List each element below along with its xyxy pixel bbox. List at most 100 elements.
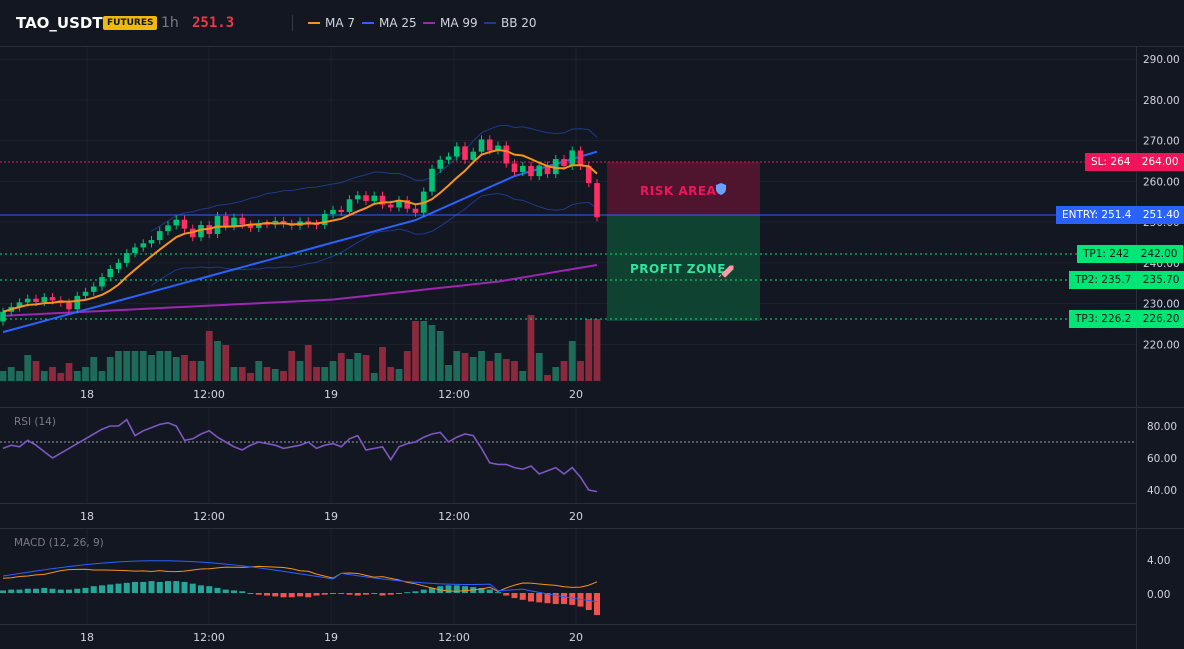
volume-bar-49 (403, 351, 411, 381)
macd-hist-bar-20 (165, 581, 171, 593)
macd-hist-bar-12 (99, 585, 105, 593)
volume-bar-23 (189, 361, 197, 381)
legend-ma25-label: MA 25 (379, 16, 417, 30)
macd-hist-bar-8 (66, 589, 72, 593)
profit-zone[interactable] (607, 215, 760, 321)
volume-bar-35 (288, 351, 296, 381)
shield-icon (716, 183, 726, 195)
volume-bar-53 (436, 331, 444, 381)
macd-hist-bar-36 (297, 593, 303, 597)
rsi-axis-60: 60.00 (1147, 453, 1177, 465)
macd-hist-bar-45 (371, 593, 378, 594)
candle-body-21 (173, 219, 180, 226)
macd-hist-bar-48 (396, 593, 402, 594)
volume-bar-62 (511, 361, 518, 381)
entry-tag[interactable]: ENTRY: 251.4 251.40 (1056, 206, 1184, 224)
legend-ma7[interactable]: MA 7 (308, 16, 355, 30)
candle-body-6 (49, 297, 56, 301)
volume-bar-70 (577, 361, 584, 381)
volume-bar-9 (73, 371, 81, 381)
volume-bar-51 (420, 321, 428, 381)
volume-bar-30 (247, 373, 254, 381)
volume-bar-3 (24, 355, 32, 381)
volume-bar-54 (445, 365, 452, 381)
volume-bar-10 (82, 367, 89, 381)
tp3-tag-label: TP3: 226.2 (1075, 313, 1132, 325)
volume-bar-27 (222, 345, 230, 381)
macd-hist-bar-14 (115, 583, 122, 593)
candle-body-16 (132, 247, 138, 254)
rsi-axis-80: 80.00 (1147, 421, 1177, 433)
volume-bar-33 (271, 369, 279, 381)
price-axis[interactable]: 290.00280.00270.00260.00250.00240.00230.… (1143, 54, 1180, 351)
timeframe-label[interactable]: 1h (161, 15, 179, 31)
risk-area-zone[interactable] (607, 162, 760, 215)
risk-area-label: RISK AREA (640, 184, 717, 198)
macd-hist-bar-68 (561, 593, 567, 605)
macd-hist-bar-6 (49, 588, 56, 593)
chart-header: TAO_USDT FUTURES 1h 251.3 MA 7 MA 25 MA … (0, 0, 1184, 46)
last-price: 251.3 (192, 15, 235, 31)
candle-body-53 (437, 159, 444, 169)
macd-hist-bar-46 (379, 593, 386, 596)
tp1-tag[interactable]: TP1: 242 242.00 (1077, 245, 1184, 263)
macd-hist-bar-49 (404, 592, 411, 594)
macd-hist-bar-25 (206, 586, 213, 593)
candle-body-2 (16, 302, 23, 308)
volume-bar-13 (106, 357, 114, 381)
tp3-tag[interactable]: TP3: 226.2 226.20 (1069, 310, 1184, 328)
candle-body-24 (198, 224, 204, 238)
macd-hist-bar-59 (486, 589, 493, 593)
sl-tag-price: 264.00 (1141, 156, 1179, 168)
macd-hist-bar-2 (16, 589, 23, 593)
time-axis-label-1-1: 12:00 (193, 510, 225, 523)
volume-bar-43 (354, 353, 362, 381)
legend-bb20[interactable]: BB 20 (484, 16, 537, 30)
volume-bar-63 (519, 371, 527, 381)
candle-body-29 (239, 217, 246, 225)
macd-hist-bar-61 (503, 593, 510, 596)
candle-body-55 (453, 146, 460, 157)
macd-hist-bar-66 (544, 593, 551, 604)
candle-body-57 (470, 151, 477, 160)
volume-bar-61 (502, 359, 510, 381)
macd-hist-bar-51 (420, 589, 427, 593)
macd-hist-bar-60 (495, 592, 501, 594)
candle-body-65 (536, 165, 543, 177)
volume-bar-11 (90, 357, 98, 381)
legend-ma99[interactable]: MA 99 (423, 16, 478, 30)
time-axis[interactable]: 18 12:00 19 12:00 20 18 12:00 19 12:00 20 18 12:00 1… (80, 388, 583, 644)
macd-hist-bar-54 (445, 585, 452, 593)
volume-bar-29 (238, 367, 246, 381)
candle-body-22 (181, 219, 188, 229)
macd-hist-bar-26 (214, 587, 221, 593)
price-axis-label-6: 230.00 (1143, 299, 1180, 311)
volume-bar-19 (156, 351, 164, 381)
candle-body-13 (107, 268, 114, 278)
entry-tag-label: ENTRY: 251.4 (1062, 209, 1132, 221)
macd-hist-bar-16 (132, 581, 138, 593)
candle-body-5 (41, 297, 48, 302)
tp2-tag[interactable]: TP2: 235.7 235.70 (1069, 271, 1184, 289)
candles[interactable] (0, 135, 600, 326)
profit-zone-label: PROFIT ZONE (630, 262, 726, 276)
price-axis-label-1: 280.00 (1143, 95, 1180, 107)
macd-hist-bar-29 (239, 591, 246, 593)
macd-hist-bar-33 (272, 593, 279, 597)
candle-body-68 (561, 159, 567, 166)
symbol-name[interactable]: TAO_USDT (16, 14, 103, 32)
legend-ma25[interactable]: MA 25 (362, 16, 417, 30)
sl-tag[interactable]: SL: 264 264.00 (1085, 153, 1184, 171)
candle-body-66 (544, 165, 551, 175)
bb20-swatch (484, 22, 496, 24)
macd-hist-bar-4 (33, 588, 39, 593)
macd-hist-bar-0 (0, 590, 6, 593)
volume-bar-46 (379, 347, 386, 381)
volume-bar-37 (304, 345, 312, 381)
volume-bar-69 (568, 341, 576, 381)
candle-body-3 (24, 298, 31, 303)
candle-body-28 (231, 217, 237, 227)
candle-body-58 (478, 139, 485, 152)
macd-line (2, 560, 598, 603)
